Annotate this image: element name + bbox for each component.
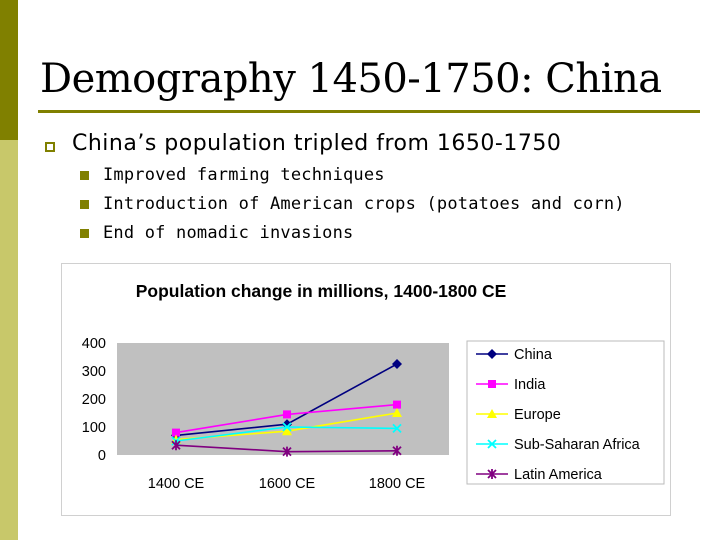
main-bullet: China’s population tripled from 1650-175… — [72, 131, 562, 156]
population-chart: Population change in millions, 1400-1800… — [82, 281, 665, 492]
bullet-marker — [45, 142, 55, 152]
x-tick-label: 1600 CE — [259, 476, 316, 492]
chart-frame: Population change in millions, 1400-1800… — [61, 263, 671, 516]
sub-bullet-marker — [80, 171, 89, 180]
data-point — [282, 426, 292, 436]
data-point — [392, 408, 402, 417]
data-point — [283, 410, 291, 419]
plot-area — [117, 343, 449, 455]
sub-bullet-marker — [80, 229, 89, 238]
legend-marker — [487, 349, 497, 359]
y-tick-label: 300 — [82, 364, 106, 380]
y-tick-label: 200 — [82, 392, 106, 408]
legend-label: China — [514, 347, 553, 363]
y-tick-label: 400 — [82, 336, 106, 352]
legend-marker — [488, 380, 496, 388]
slide-title: Demography 1450-1750: China — [40, 56, 662, 102]
legend-label: India — [514, 377, 546, 393]
data-point — [392, 359, 402, 369]
left-accent-bar — [0, 0, 18, 540]
left-accent-bar-light — [0, 140, 18, 540]
sub-bullet-2: Introduction of American crops (potatoes… — [103, 194, 625, 214]
x-tick-label: 1800 CE — [369, 476, 426, 492]
sub-bullet-1: Improved farming techniques — [103, 165, 385, 185]
x-tick-label: 1400 CE — [148, 476, 205, 492]
title-underline — [38, 110, 700, 113]
legend-label: Europe — [514, 407, 561, 423]
data-point — [282, 422, 292, 432]
legend-label: Sub-Saharan Africa — [514, 437, 641, 453]
legend-marker — [487, 469, 497, 479]
data-point — [393, 400, 401, 409]
data-point — [392, 423, 402, 434]
sub-bullet-3: End of nomadic invasions — [103, 223, 354, 243]
sub-bullet-marker — [80, 200, 89, 209]
legend-marker — [487, 439, 497, 449]
y-tick-label: 0 — [98, 448, 106, 464]
y-tick-label: 100 — [82, 420, 106, 436]
data-point — [392, 445, 402, 456]
chart-title: Population change in millions, 1400-1800… — [136, 281, 507, 301]
legend-label: Latin America — [514, 467, 603, 483]
legend-marker — [487, 409, 497, 418]
data-point — [172, 428, 180, 437]
data-point — [282, 446, 292, 457]
legend-box — [466, 340, 665, 485]
data-point — [171, 440, 181, 451]
data-point — [282, 419, 292, 430]
